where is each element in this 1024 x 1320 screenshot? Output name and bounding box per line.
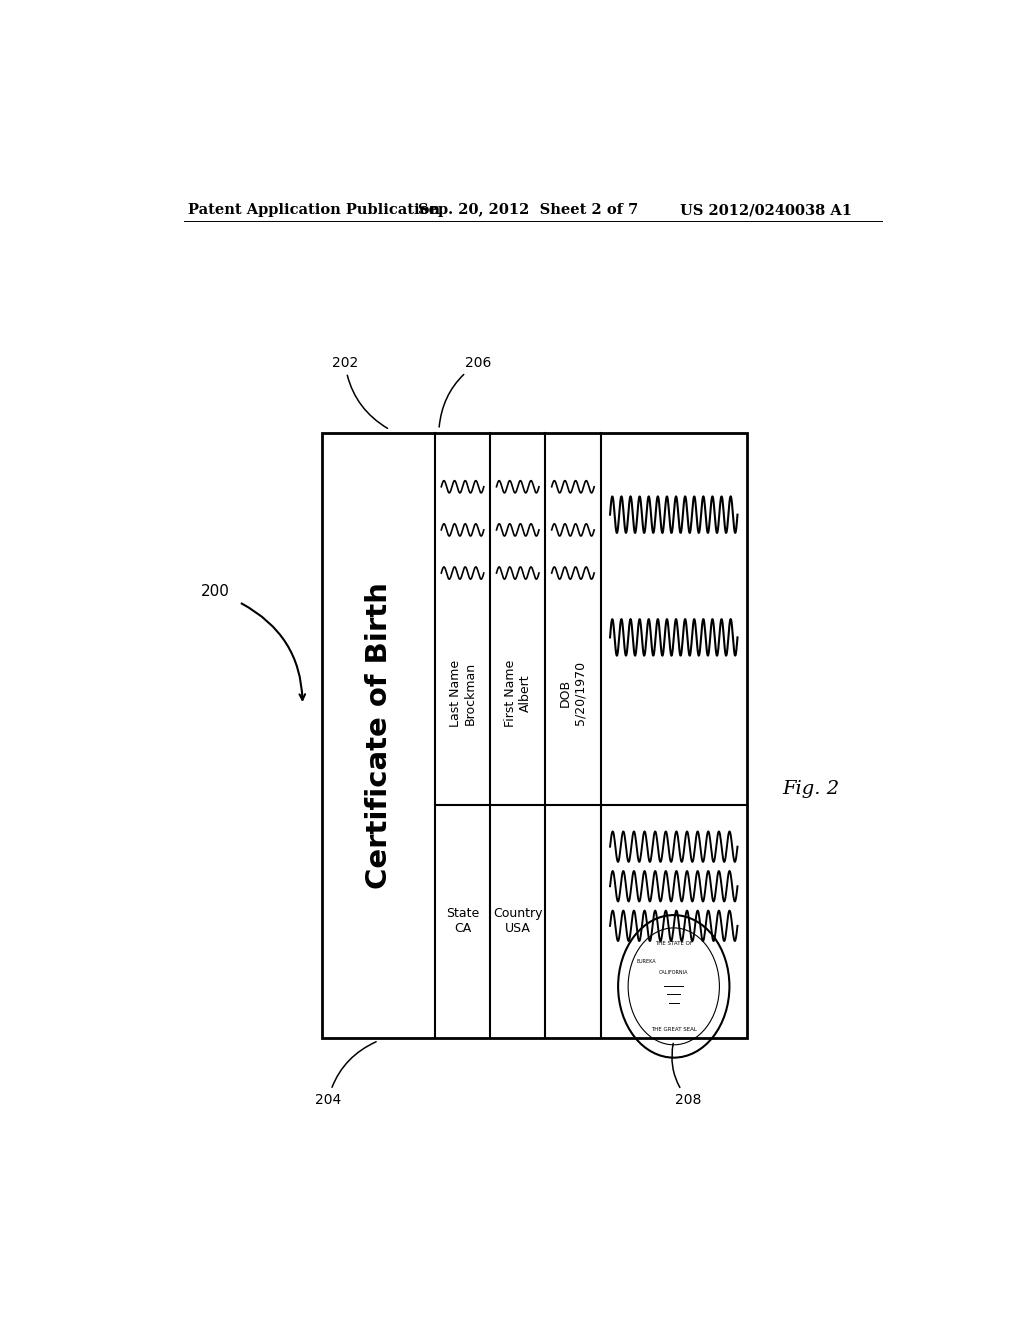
Text: EUREKA: EUREKA [636,958,655,964]
Text: 204: 204 [315,1041,376,1106]
Text: First Name
Albert: First Name Albert [504,660,531,727]
Text: US 2012/0240038 A1: US 2012/0240038 A1 [680,203,852,216]
Text: THE GREAT SEAL: THE GREAT SEAL [651,1027,696,1032]
Text: Sep. 20, 2012  Sheet 2 of 7: Sep. 20, 2012 Sheet 2 of 7 [418,203,638,216]
Text: CALIFORNIA: CALIFORNIA [659,970,688,974]
Text: Patent Application Publication: Patent Application Publication [187,203,439,216]
Text: DOB
5/20/1970: DOB 5/20/1970 [559,661,587,725]
Text: State
CA: State CA [445,907,479,935]
Text: 200: 200 [201,585,229,599]
Text: 202: 202 [332,356,387,429]
Bar [323,433,748,1038]
Text: Fig. 2: Fig. 2 [782,780,839,797]
Text: 206: 206 [439,356,492,426]
Text: Last Name
Brockman: Last Name Brockman [449,660,476,727]
Text: THE STATE OF: THE STATE OF [654,941,693,946]
Text: Country
USA: Country USA [493,907,543,935]
Text: Certificate of Birth: Certificate of Birth [365,582,392,888]
Text: 208: 208 [672,1043,701,1106]
